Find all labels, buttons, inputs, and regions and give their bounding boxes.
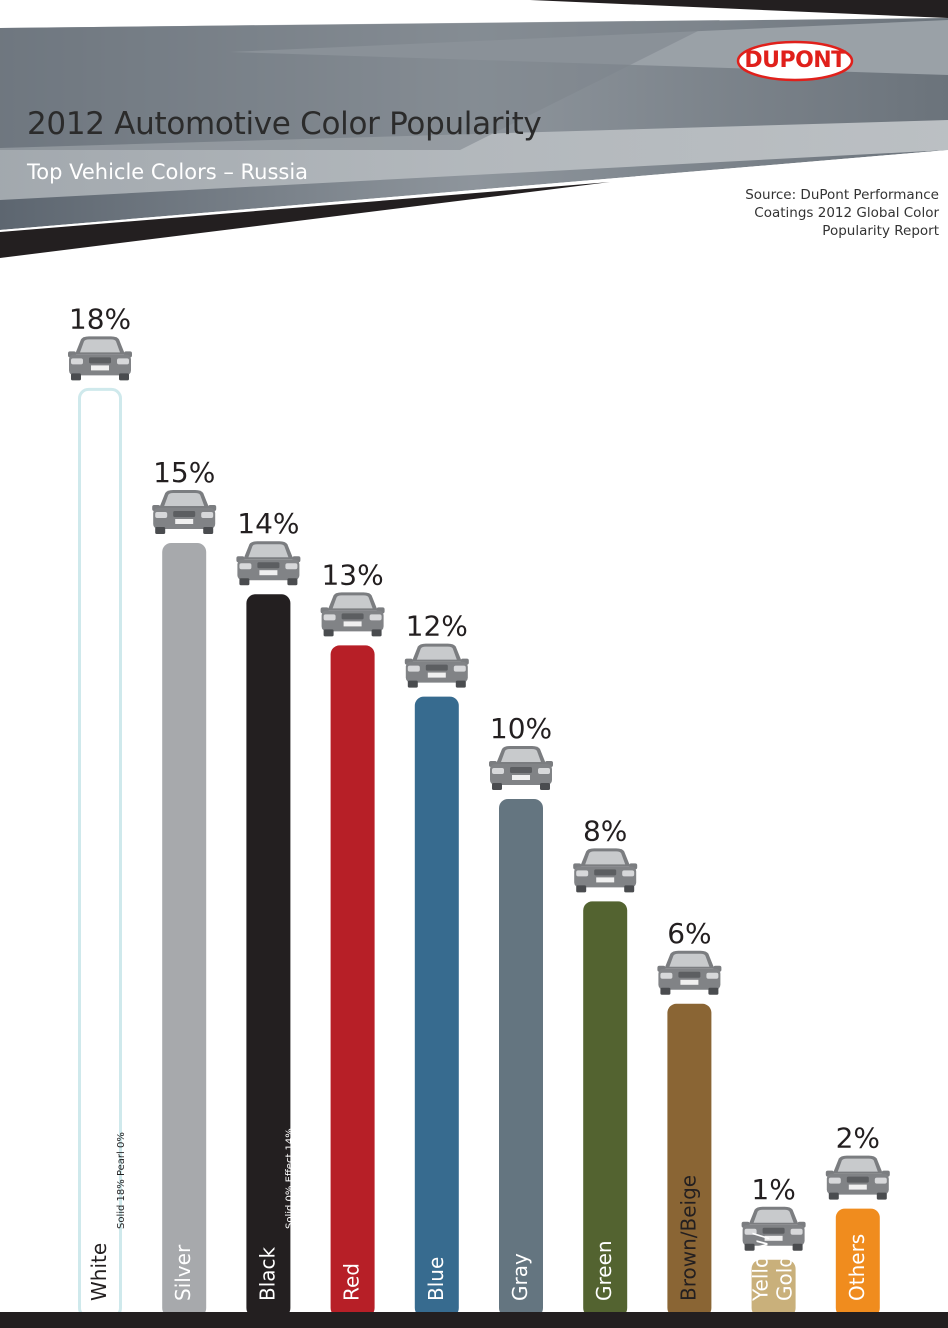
category-label: Red — [340, 1263, 364, 1301]
bar-black — [246, 594, 291, 1317]
category-label: Blue — [424, 1257, 448, 1301]
bar-brown-beige — [667, 1003, 712, 1317]
car-front-icon — [573, 848, 638, 893]
header-banner: DUPONT 2012 Automotive Color Popularity … — [0, 0, 948, 270]
car-front-icon — [236, 541, 301, 586]
value-label: 13% — [321, 558, 383, 591]
chart-subtitle: Top Vehicle Colors – Russia — [27, 160, 309, 184]
logo-oval — [736, 40, 854, 82]
bar-white — [78, 387, 122, 1319]
logo-text: DUPONT — [744, 48, 846, 73]
car-front-icon — [489, 746, 553, 790]
bar-gray — [499, 799, 543, 1317]
bar-yellow-gold — [751, 1259, 796, 1317]
category-label: Silver — [171, 1244, 195, 1301]
bar-others — [835, 1208, 880, 1317]
car-front-icon — [825, 1155, 890, 1200]
category-label: Gold — [773, 1255, 797, 1301]
category-label: Green — [592, 1240, 616, 1301]
value-label: 2% — [836, 1122, 880, 1155]
category-label: Brown/Beige — [676, 1175, 700, 1301]
value-label: 10% — [490, 712, 552, 745]
bar-red — [330, 645, 375, 1317]
category-label: White — [87, 1243, 111, 1301]
finish-breakdown: Solid 18% Pearl 0% — [116, 1132, 127, 1229]
car-front-icon — [404, 643, 469, 688]
car-front-icon — [152, 490, 217, 534]
dupont-logo: DUPONT — [736, 40, 854, 82]
header-background — [0, 0, 948, 270]
category-label: Gray — [508, 1253, 532, 1301]
bar-blue — [414, 696, 459, 1317]
car-front-icon — [68, 336, 132, 381]
category-label: Black — [255, 1246, 279, 1301]
bar-silver — [162, 543, 207, 1317]
bar-green — [583, 901, 628, 1317]
value-label: 15% — [153, 456, 215, 489]
chart-title: 2012 Automotive Color Popularity — [27, 106, 542, 142]
value-label: 18% — [69, 302, 131, 335]
source-note: Source: DuPont Performance Coatings 2012… — [745, 187, 939, 239]
value-label: 6% — [667, 917, 711, 950]
value-label: 1% — [751, 1173, 795, 1206]
category-label: Yellow/ — [749, 1232, 773, 1302]
value-label: 14% — [237, 507, 299, 540]
car-front-icon — [657, 950, 722, 995]
car-front-icon — [741, 1206, 806, 1251]
value-label: 12% — [406, 610, 468, 643]
chart-baseline — [0, 1312, 948, 1328]
category-label: Others — [845, 1234, 869, 1301]
finish-breakdown: Solid 0% Effect 14% — [284, 1128, 295, 1229]
car-front-icon — [320, 592, 385, 637]
value-label: 8% — [583, 814, 627, 847]
